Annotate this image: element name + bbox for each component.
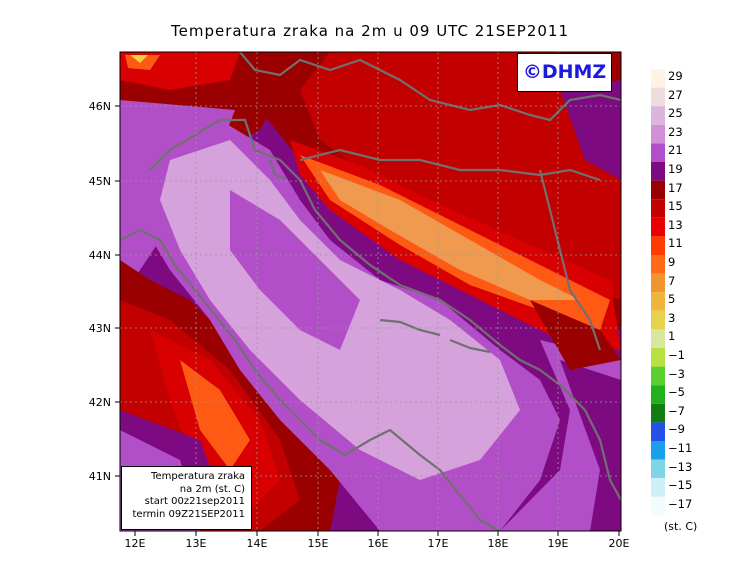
colorbar: [651, 69, 665, 516]
colorbar-swatch: [651, 162, 665, 181]
colorbar-label: −5: [668, 385, 685, 400]
colorbar-swatch: [651, 180, 665, 200]
lon-tick-label: 17E: [428, 537, 449, 550]
colorbar-label: −15: [668, 478, 693, 493]
colorbar-label: −7: [668, 403, 685, 418]
colorbar-label: 7: [668, 273, 676, 288]
lat-tick-label: 41N: [89, 470, 111, 483]
colorbar-swatch: [651, 292, 665, 311]
colorbar-swatch: [651, 348, 665, 367]
colorbar-label: 27: [668, 87, 683, 102]
colorbar-label: 17: [668, 180, 683, 195]
colorbar-swatch: [651, 273, 665, 293]
colorbar-label: 13: [668, 217, 683, 232]
lat-tick-label: 45N: [89, 175, 111, 188]
colorbar-swatch: [651, 310, 665, 330]
lon-tick-label: 15E: [308, 537, 329, 550]
lon-tick-label: 19E: [548, 537, 569, 550]
info-line: Temperatura zraka: [151, 471, 245, 482]
colorbar-swatch: [651, 217, 665, 237]
colorbar-label: −1: [668, 348, 685, 362]
colorbar-swatch: [651, 236, 665, 255]
colorbar-swatch: [651, 106, 665, 125]
dhmz-logo: ©DHMZ: [517, 53, 612, 92]
colorbar-swatch: [651, 69, 665, 88]
lon-tick-label: 13E: [186, 537, 207, 550]
colorbar-label: 19: [668, 162, 683, 176]
colorbar-swatch: [651, 459, 665, 479]
colorbar-swatch: [651, 255, 665, 274]
colorbar-label: 21: [668, 143, 683, 158]
lon-tick-label: 18E: [488, 537, 509, 550]
colorbar-label: −9: [668, 422, 685, 437]
colorbar-label: −13: [668, 459, 693, 474]
colorbar-swatch: [651, 403, 665, 423]
plot-frame: [119, 51, 622, 532]
colorbar-swatch: [651, 143, 665, 162]
lat-tick-label: 46N: [89, 100, 111, 113]
colorbar-label: −3: [668, 366, 685, 381]
lat-tick-label: 42N: [89, 396, 111, 409]
info-line: termin 09Z21SEP2011: [132, 508, 246, 520]
axis-ticks: [115, 105, 620, 536]
map-title: Temperatura zraka na 2m u 09 UTC 21SEP20…: [170, 22, 570, 40]
info-line: na 2m (st. C): [179, 483, 245, 495]
colorbar-swatch: [651, 422, 665, 441]
colorbar-swatch: [651, 329, 665, 348]
colorbar-label: 3: [668, 310, 676, 325]
lat-lon-grid: [120, 52, 621, 531]
lon-tick-label: 20E: [609, 537, 630, 550]
lon-tick-label: 12E: [125, 537, 146, 550]
colorbar-swatch: [651, 385, 665, 404]
lat-tick-label: 43N: [89, 322, 111, 335]
colorbar-label: 5: [668, 292, 676, 307]
colorbar-swatch: [651, 366, 665, 386]
colorbar-label: 25: [668, 106, 683, 121]
colorbar-swatch: [651, 87, 665, 107]
colorbar-swatch: [651, 478, 665, 497]
colorbar-swatch: [651, 441, 665, 460]
colorbar-label: 1: [668, 329, 676, 344]
colorbar-label: 23: [668, 124, 683, 139]
colorbar-swatch: [651, 124, 665, 144]
colorbar-label: 29: [668, 69, 683, 83]
colorbar-label: −11: [668, 441, 693, 455]
lon-tick-label: 14E: [247, 537, 268, 550]
info-line: start 00z21sep2011: [144, 496, 245, 507]
colorbar-label: 9: [668, 255, 676, 269]
lon-tick-label: 16E: [368, 537, 389, 550]
colorbar-unit: (st. C): [664, 520, 698, 533]
colorbar-swatch: [651, 496, 665, 516]
info-box: Temperatura zraka na 2m (st. C) start 00…: [121, 466, 252, 530]
colorbar-swatch: [651, 199, 665, 218]
lat-tick-label: 44N: [89, 249, 111, 262]
colorbar-label: 15: [668, 199, 683, 214]
colorbar-label: 11: [668, 236, 683, 251]
colorbar-label: −17: [668, 496, 693, 511]
